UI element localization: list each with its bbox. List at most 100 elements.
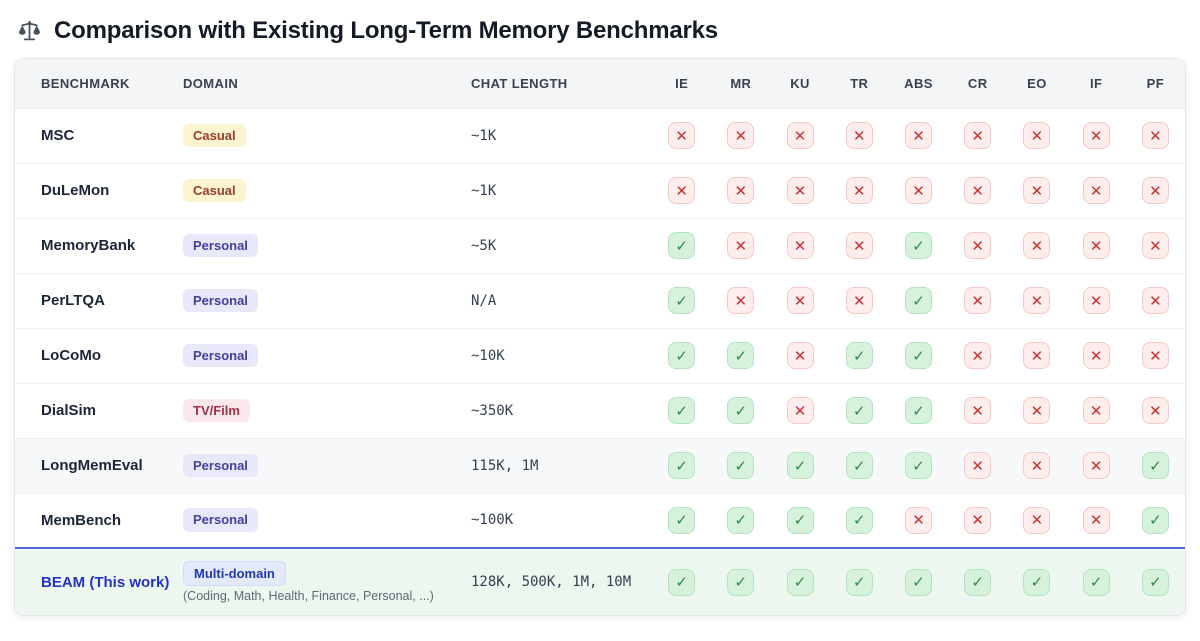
check-icon: ✓ — [727, 397, 755, 424]
balance-scales-icon — [16, 18, 43, 45]
cross-icon: ✕ — [786, 397, 814, 424]
check-icon: ✓ — [904, 232, 932, 259]
benchmark-name: LongMemEval — [41, 457, 143, 474]
check-icon: ✓ — [904, 342, 932, 369]
table-row-memorybank: MemoryBank Personal ~5K ✓ ✕ ✕ ✕ ✓ ✕ ✕ ✕ ✕ — [15, 218, 1185, 273]
cross-icon: ✕ — [1141, 397, 1169, 424]
check-icon: ✓ — [668, 287, 696, 314]
table-row-longmemeval: LongMemEval Personal 115K, 1M ✓ ✓ ✓ ✓ ✓ ✕ ✕ ✕ ✓ — [15, 438, 1185, 493]
check-icon: ✓ — [668, 506, 696, 534]
check-icon: ✓ — [727, 506, 755, 534]
chat-length-value: ~100K — [471, 512, 514, 529]
check-icon: ✓ — [1082, 568, 1110, 596]
chat-length-value: ~1K — [471, 182, 497, 199]
table-row-membench: MemBench Personal ~100K ✓ ✓ ✓ ✓ ✕ ✕ ✕ ✕ ✓ — [15, 493, 1185, 548]
cross-icon: ✕ — [964, 397, 992, 424]
cross-icon: ✕ — [1082, 342, 1110, 369]
cross-icon: ✕ — [1082, 397, 1110, 424]
check-icon: ✓ — [1141, 452, 1169, 479]
cross-icon: ✕ — [786, 232, 814, 259]
page-title: Comparison with Existing Long-Term Memor… — [54, 17, 718, 44]
chat-length-value: 128K, 500K, 1M, 10M — [471, 574, 632, 590]
cross-icon: ✕ — [668, 177, 696, 204]
cross-icon: ✕ — [1082, 287, 1110, 314]
check-icon: ✓ — [845, 397, 873, 424]
cross-icon: ✕ — [904, 122, 932, 149]
column-header-if: IF — [1089, 75, 1103, 91]
cross-icon: ✕ — [964, 342, 992, 369]
benchmark-name: DialSim — [41, 402, 97, 419]
check-icon: ✓ — [668, 397, 696, 424]
cross-icon: ✕ — [786, 342, 814, 369]
check-icon: ✓ — [845, 506, 873, 534]
domain-badge: Casual — [183, 178, 246, 203]
cross-icon: ✕ — [1141, 287, 1169, 314]
check-icon: ✓ — [727, 342, 755, 369]
cross-icon: ✕ — [1141, 122, 1169, 149]
cross-icon: ✕ — [964, 452, 992, 479]
domain-badge: Personal — [183, 343, 258, 368]
cross-icon: ✕ — [964, 122, 992, 149]
benchmark-name: MemoryBank — [41, 237, 136, 254]
check-icon: ✓ — [1141, 506, 1169, 534]
table-row-dialsim: DialSim TV/Film ~350K ✓ ✓ ✕ ✓ ✓ ✕ ✕ ✕ ✕ — [15, 383, 1185, 438]
column-header-ie: IE — [675, 75, 689, 91]
column-header-eo: EO — [1027, 75, 1047, 91]
comparison-table: BENCHMARK DOMAIN CHAT LENGTH IE MR KU TR ABS CR E… — [15, 59, 1185, 615]
check-icon: ✓ — [964, 568, 992, 596]
domain-badge: Personal — [183, 288, 258, 313]
cross-icon: ✕ — [845, 177, 873, 204]
chat-length-value: N/A — [471, 292, 497, 309]
cross-icon: ✕ — [1082, 232, 1110, 259]
cross-icon: ✕ — [964, 232, 992, 259]
cross-icon: ✕ — [1141, 177, 1169, 204]
check-icon: ✓ — [786, 568, 814, 596]
cross-icon: ✕ — [1082, 506, 1110, 534]
cross-icon: ✕ — [727, 122, 755, 149]
column-header-ku: KU — [790, 75, 810, 91]
cross-icon: ✕ — [1023, 232, 1051, 259]
cross-icon: ✕ — [1023, 177, 1051, 204]
table-row-beam-this-work: BEAM (This work) Multi-domain (Coding, Mat… — [15, 548, 1185, 615]
check-icon: ✓ — [727, 568, 755, 596]
cross-icon: ✕ — [1082, 452, 1110, 479]
cross-icon: ✕ — [1023, 452, 1051, 479]
benchmark-name: LoCoMo — [41, 347, 101, 364]
cross-icon: ✕ — [1023, 342, 1051, 369]
cross-icon: ✕ — [964, 177, 992, 204]
check-icon: ✓ — [845, 342, 873, 369]
cross-icon: ✕ — [1023, 397, 1051, 424]
cross-icon: ✕ — [1082, 122, 1110, 149]
benchmark-name: BEAM (This work) — [41, 573, 170, 591]
cross-icon: ✕ — [668, 122, 696, 149]
check-icon: ✓ — [1141, 568, 1169, 596]
header-row: BENCHMARK DOMAIN CHAT LENGTH IE MR KU TR ABS CR E… — [15, 59, 1185, 108]
check-icon: ✓ — [727, 452, 755, 479]
benchmark-name: DuLeMon — [41, 182, 110, 199]
check-icon: ✓ — [904, 397, 932, 424]
cross-icon: ✕ — [964, 287, 992, 314]
cross-icon: ✕ — [786, 177, 814, 204]
column-header-mr: MR — [730, 75, 752, 91]
cross-icon: ✕ — [786, 287, 814, 314]
cross-icon: ✕ — [786, 122, 814, 149]
check-icon: ✓ — [786, 452, 814, 479]
cross-icon: ✕ — [727, 177, 755, 204]
domain-badge: Personal — [183, 233, 258, 258]
page-header: Comparison with Existing Long-Term Memor… — [16, 17, 1200, 45]
cross-icon: ✕ — [1141, 342, 1169, 369]
check-icon: ✓ — [904, 568, 932, 596]
column-header-tr: TR — [850, 75, 869, 91]
cross-icon: ✕ — [904, 177, 932, 204]
domain-badge: Multi-domain — [183, 560, 286, 587]
domain-badge: TV/Film — [183, 398, 250, 423]
chat-length-value: ~1K — [471, 127, 497, 144]
check-icon: ✓ — [668, 342, 696, 369]
table-row-perltqa: PerLTQA Personal N/A ✓ ✕ ✕ ✕ ✓ ✕ ✕ ✕ ✕ — [15, 273, 1185, 328]
cross-icon: ✕ — [1141, 232, 1169, 259]
column-header-benchmark: BENCHMARK — [41, 75, 130, 91]
check-icon: ✓ — [845, 452, 873, 479]
check-icon: ✓ — [786, 506, 814, 534]
check-icon: ✓ — [904, 452, 932, 479]
cross-icon: ✕ — [727, 287, 755, 314]
